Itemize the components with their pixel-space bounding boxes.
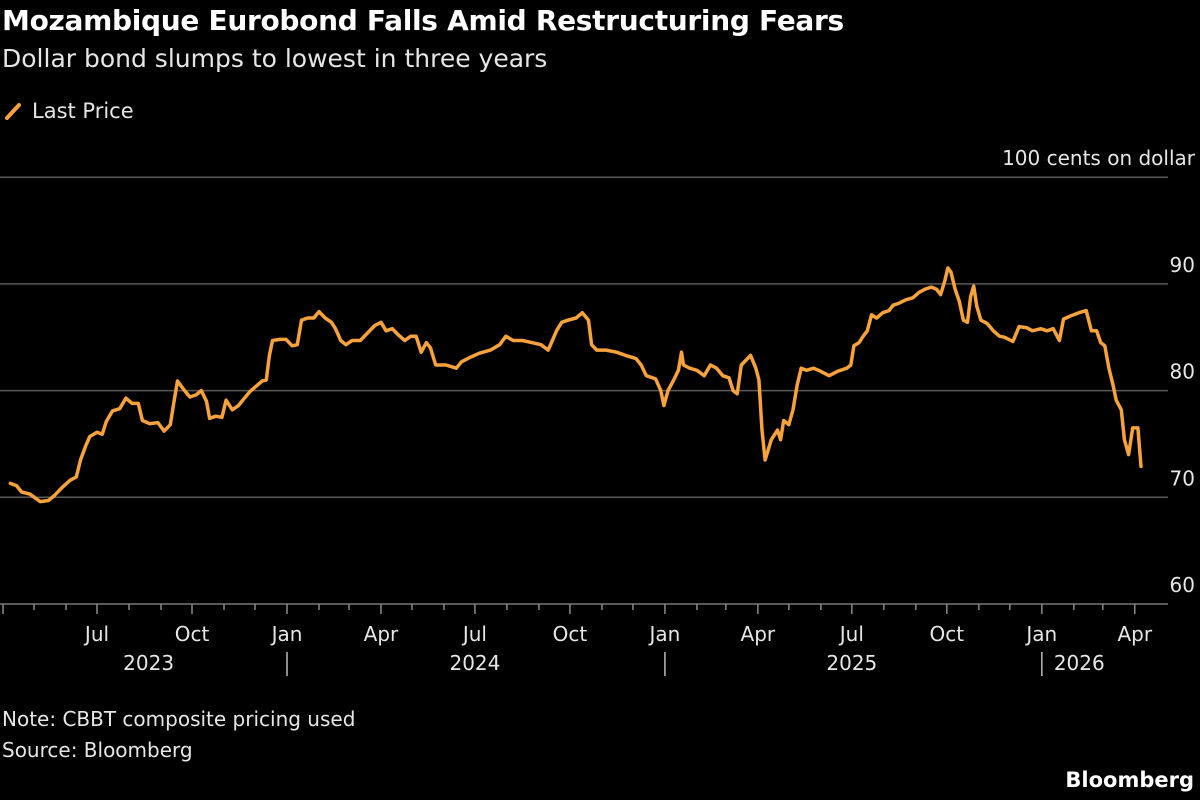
year-label: 2023 bbox=[123, 651, 174, 675]
y-tick-label: 90 bbox=[1170, 253, 1195, 277]
series-line-last-price bbox=[8, 266, 1143, 504]
x-tick-label: Oct bbox=[553, 622, 588, 646]
chart-source: Source: Bloomberg bbox=[2, 738, 193, 762]
x-tick-label: Jul bbox=[838, 622, 864, 646]
y-tick-label: 100 cents on dollar bbox=[1002, 146, 1196, 170]
y-tick-label: 60 bbox=[1170, 573, 1195, 597]
legend: Last Price bbox=[4, 99, 134, 123]
x-tick-label: Apr bbox=[364, 622, 399, 646]
x-tick-label: Oct bbox=[175, 622, 210, 646]
x-tick-label: Apr bbox=[1117, 622, 1152, 646]
x-tick-label: Oct bbox=[930, 622, 965, 646]
year-label: 2024 bbox=[449, 651, 500, 675]
x-tick-label: Apr bbox=[741, 622, 776, 646]
y-tick-label: 80 bbox=[1170, 360, 1195, 384]
x-tick-label: Jan bbox=[1024, 622, 1057, 646]
x-tick-label: Jul bbox=[461, 622, 487, 646]
legend-label: Last Price bbox=[32, 99, 134, 123]
x-tick-label: Jan bbox=[648, 622, 681, 646]
chart-subtitle: Dollar bond slumps to lowest in three ye… bbox=[2, 44, 548, 73]
year-label: 2025 bbox=[826, 651, 877, 675]
x-tick-label: Jul bbox=[83, 622, 109, 646]
x-tick-label: Jan bbox=[270, 622, 303, 646]
chart-title: Mozambique Eurobond Falls Amid Restructu… bbox=[2, 4, 844, 37]
chart-note: Note: CBBT composite pricing used bbox=[2, 707, 356, 731]
bloomberg-logo: Bloomberg bbox=[1065, 768, 1194, 792]
legend-line-icon bbox=[5, 103, 21, 120]
y-tick-label: 70 bbox=[1170, 466, 1195, 490]
year-label: 2026 bbox=[1054, 651, 1105, 675]
